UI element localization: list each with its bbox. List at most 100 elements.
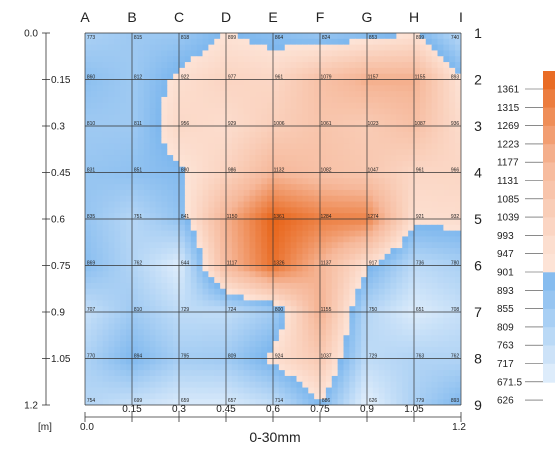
heat-cell [331, 381, 339, 389]
heat-cell [455, 102, 461, 110]
heat-cell [372, 230, 380, 238]
heat-cell [325, 79, 333, 86]
heat-cell [179, 236, 186, 243]
heat-cell [378, 265, 386, 272]
heat-cell [231, 189, 239, 197]
heat-cell [302, 306, 309, 313]
heat-cell [284, 38, 292, 46]
value-label: 1155 [321, 307, 332, 313]
heat-cell [343, 248, 350, 255]
heat-cell [173, 253, 180, 261]
heat-cell [179, 399, 186, 405]
heat-cell [261, 213, 268, 220]
heat-cell [437, 387, 444, 394]
heat-cell [184, 108, 192, 115]
heat-cell [378, 143, 386, 150]
heat-cell [390, 358, 397, 365]
heat-cell [419, 224, 427, 232]
heat-cell [349, 62, 356, 69]
heat-cell [419, 253, 427, 261]
heat-cell [267, 114, 274, 121]
heat-cell [126, 213, 133, 220]
heat-cell [243, 358, 251, 365]
heat-cell [455, 166, 461, 174]
heat-cell [449, 335, 456, 342]
heat-cell [202, 195, 209, 203]
heat-cell [126, 67, 133, 75]
heat-cell [308, 120, 315, 127]
heat-cell [96, 56, 104, 63]
heat-cell [155, 253, 162, 261]
legend-swatch [543, 235, 555, 255]
heat-cell [108, 242, 115, 249]
heat-cell [384, 102, 392, 110]
heat-cell [308, 370, 315, 377]
heat-cell [161, 248, 168, 255]
heat-cell [419, 155, 427, 162]
heat-cell [161, 213, 168, 220]
value-label: 763 [416, 354, 425, 360]
heat-cell [284, 44, 292, 52]
heat-cell [255, 346, 262, 354]
heat-cell [349, 346, 356, 354]
heat-cell [132, 271, 139, 278]
heat-cell [337, 149, 345, 156]
heat-cell [137, 271, 145, 278]
heat-cell [143, 236, 151, 243]
heat-cell [167, 259, 174, 267]
heatmap-cells [85, 33, 461, 405]
heat-cell [155, 219, 162, 226]
heat-cell [208, 248, 215, 255]
heat-cell [314, 143, 321, 150]
heat-cell [214, 259, 221, 267]
heat-cell [90, 160, 98, 168]
heat-cell [231, 50, 239, 57]
heat-cell [173, 387, 180, 394]
heat-cell [378, 335, 386, 342]
heat-cell [237, 294, 245, 301]
heat-cell [414, 189, 421, 197]
heat-cell [237, 67, 245, 75]
heat-cell [231, 143, 239, 150]
heat-cell [237, 62, 245, 69]
heat-cell [449, 160, 456, 168]
heat-cell [320, 50, 327, 57]
heat-cell [437, 33, 444, 40]
heat-cell [155, 201, 162, 208]
heat-cell [237, 265, 245, 272]
heat-cell [284, 85, 292, 92]
heat-cell [226, 178, 233, 185]
heat-cell [343, 126, 350, 133]
heat-cell [137, 184, 145, 191]
heat-cell [302, 213, 309, 220]
heat-cell [425, 108, 433, 115]
heat-cell [302, 282, 309, 290]
heat-cell [255, 126, 262, 133]
heat-cell [96, 126, 104, 133]
heat-cell [137, 126, 145, 133]
heat-cell [90, 33, 98, 40]
heat-cell [102, 91, 110, 98]
heat-cell [408, 375, 415, 383]
heat-cell [143, 102, 151, 110]
heat-cell [126, 102, 133, 110]
heat-cell [455, 352, 461, 360]
heat-cell [184, 364, 192, 371]
heat-cell [331, 248, 339, 255]
heat-cell [161, 137, 168, 145]
heat-cell [378, 38, 386, 46]
heat-cell [85, 277, 92, 284]
heat-cell [349, 50, 356, 57]
heat-cell [414, 375, 421, 383]
heat-cell [167, 335, 174, 342]
row-label: 4 [474, 165, 482, 181]
heat-cell [308, 294, 315, 301]
heat-cell [102, 329, 110, 336]
heat-cell [296, 277, 303, 284]
heat-cell [278, 242, 286, 249]
value-label: 714 [275, 398, 284, 404]
heat-cell [425, 120, 433, 127]
value-label: 1087 [414, 121, 425, 127]
heat-cell [173, 317, 180, 325]
heat-cell [320, 329, 327, 336]
